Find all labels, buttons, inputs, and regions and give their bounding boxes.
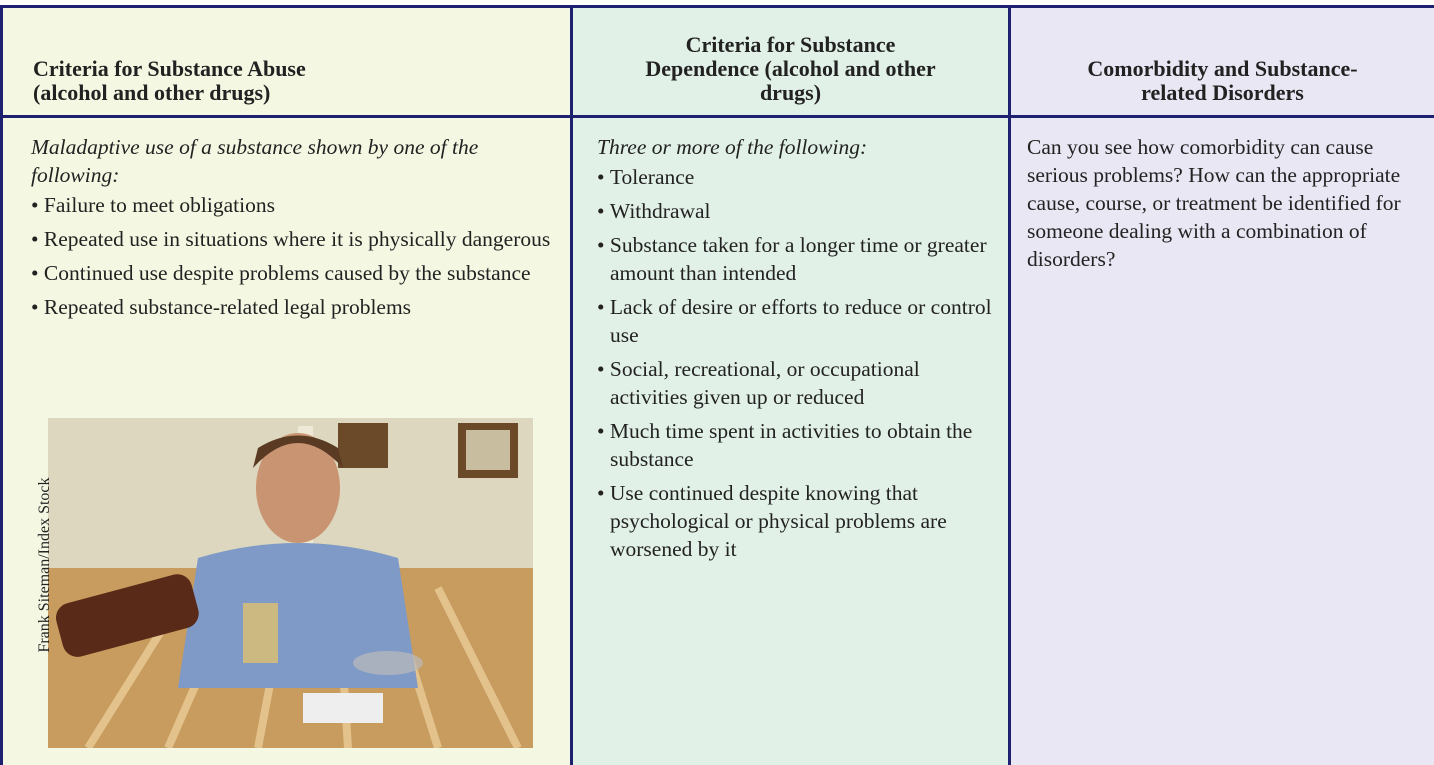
dependence-column: Criteria for Substance Dependence (alcoh… bbox=[570, 5, 1008, 765]
criterion: Continued use despite problems caused by… bbox=[31, 259, 555, 287]
column-header: Criteria for Substance Dependence (alcoh… bbox=[573, 5, 1008, 118]
paragraph: Can you see how comorbidity can cause se… bbox=[1027, 135, 1401, 271]
top-border bbox=[0, 5, 1434, 8]
column-header: Comorbidity and Substance-related Disord… bbox=[1011, 5, 1434, 118]
criterion: Social, recreational, or occupational ac… bbox=[597, 355, 998, 411]
criterion: Failure to meet obligations bbox=[31, 191, 555, 219]
criterion: Tolerance bbox=[597, 163, 998, 191]
criteria-list: Failure to meet obligations Repeated use … bbox=[31, 191, 555, 321]
column-body: Maladaptive use of a substance shown by … bbox=[31, 133, 555, 327]
abuse-column: Criteria for Substance Abuse (alcohol an… bbox=[0, 5, 570, 765]
column-body: Three or more of the following: Toleranc… bbox=[597, 133, 998, 569]
column-body: Can you see how comorbidity can cause se… bbox=[1027, 133, 1404, 273]
intro: Three or more of the following: bbox=[597, 135, 868, 159]
header-text: Criteria for Substance Dependence (alcoh… bbox=[645, 32, 936, 105]
photo bbox=[48, 418, 533, 748]
criterion: Use continued despite knowing that psych… bbox=[597, 479, 998, 563]
criterion: Much time spent in activities to obtain … bbox=[597, 417, 998, 473]
comorbidity-column: Comorbidity and Substance-related Disord… bbox=[1008, 5, 1434, 765]
criterion: Withdrawal bbox=[597, 197, 998, 225]
criterion: Repeated use in situations where it is p… bbox=[31, 225, 555, 253]
intro: Maladaptive use of a substance shown by … bbox=[31, 135, 479, 187]
photo-credit: Frank Siteman/Index Stock bbox=[36, 477, 53, 653]
criterion: Substance taken for a longer time or gre… bbox=[597, 231, 998, 287]
criterion: Lack of desire or efforts to reduce or c… bbox=[597, 293, 998, 349]
header-text: Comorbidity and Substance-related Disord… bbox=[1087, 56, 1358, 105]
header-text: Criteria for Substance Abuse (alcohol an… bbox=[33, 56, 306, 105]
criteria-list: Tolerance Withdrawal Substance taken for a… bbox=[597, 163, 998, 563]
column-header: Criteria for Substance Abuse (alcohol an… bbox=[3, 5, 570, 118]
criterion: Repeated substance-related legal problem… bbox=[31, 293, 555, 321]
